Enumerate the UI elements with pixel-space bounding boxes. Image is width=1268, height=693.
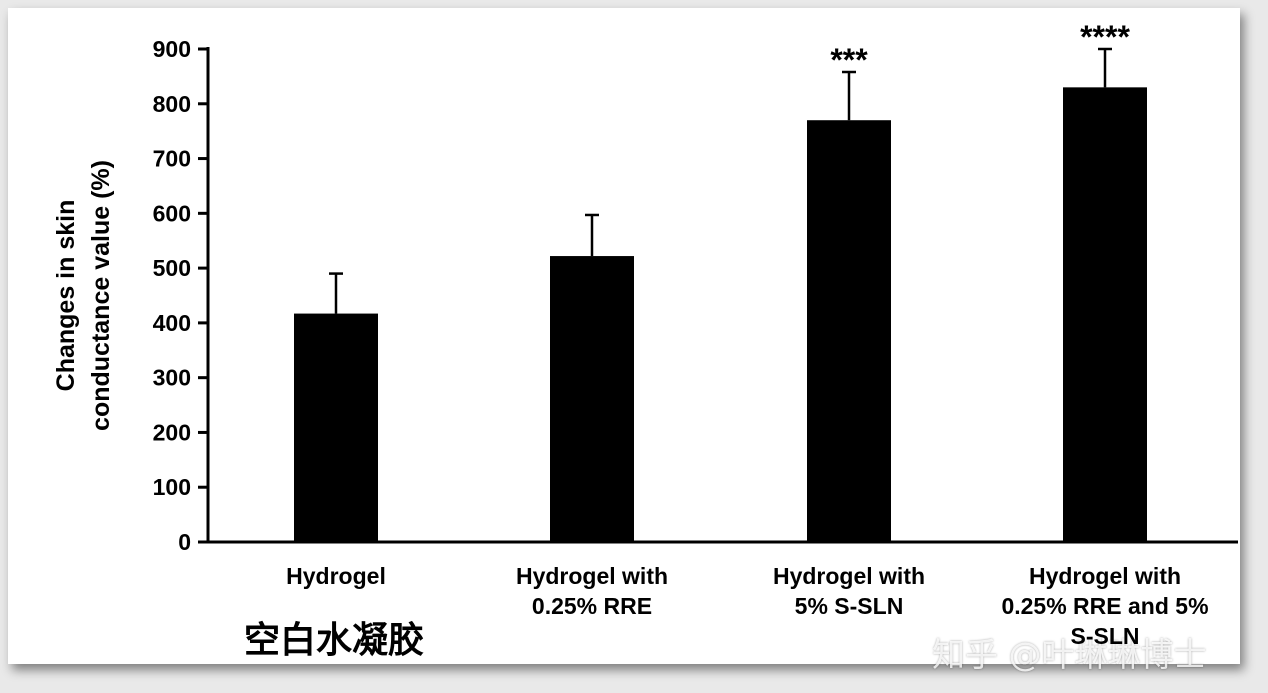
x-tick-label: Hydrogel with 0.25% RRE and 5% S-SLN [1001,563,1209,649]
y-tick-label: 900 [153,36,191,62]
y-tick-label: 400 [153,310,191,336]
x-tick-label: Hydrogel with 0.25% RRE [515,563,669,619]
y-tick-label: 600 [153,200,191,226]
y-tick-label: 0 [178,529,191,555]
x-tick-label: Hydrogel with 5% S-SLN [772,563,926,619]
bar [807,120,891,542]
bar [550,256,634,542]
figure-panel: 0 100 200 300 400 500 600 700 800 900 Changes in s… [8,8,1240,674]
y-axis-title: Changes in skin conductance value (%) [52,160,115,431]
bar-chart: 0 100 200 300 400 500 600 700 800 900 Changes in s… [52,19,1238,555]
bar [294,313,378,542]
y-tick-label: 200 [153,419,191,445]
y-tick-label: 700 [153,146,191,172]
y-tick-label: 500 [153,255,191,281]
y-axis-title-line2: conductance value (%) [87,160,115,431]
significance-marker: **** [1080,19,1130,55]
bar [1063,87,1147,542]
y-tick-label: 100 [153,474,191,500]
chinese-annotation: 空白水凝胶 [244,620,425,661]
x-tick-label: Hydrogel [286,563,386,589]
y-tick-label: 300 [153,365,191,391]
y-axis-title-line1: Changes in skin [52,200,80,392]
significance-marker: *** [830,42,868,78]
watermark-text: 知乎 @叶琳琳博士 [932,635,1207,674]
y-tick-label: 800 [153,91,191,117]
